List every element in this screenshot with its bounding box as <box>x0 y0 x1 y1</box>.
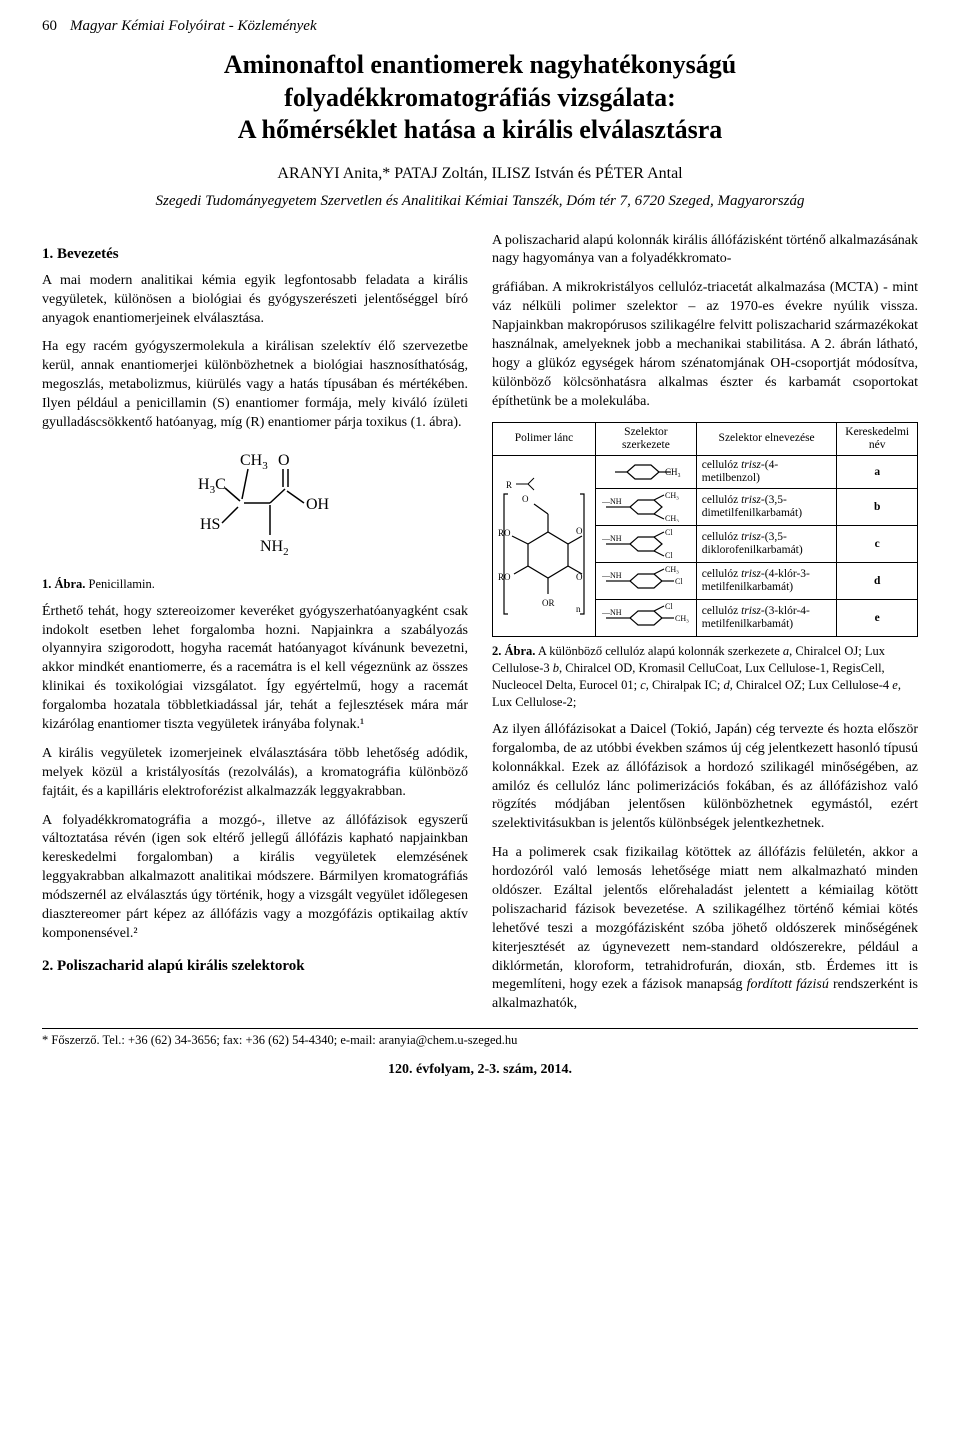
selector-name-a: cellulóz trisz-(4-metilbenzol) <box>696 455 837 488</box>
selector-struct-b: —NH CH₃ CH₃ <box>596 489 697 526</box>
svg-text:O: O <box>576 572 583 582</box>
th-name: Szelektor elnevezése <box>696 422 837 455</box>
selector-label-b: b <box>837 489 918 526</box>
svg-text:CH3: CH3 <box>240 452 268 472</box>
para-intro-1: A mai modern analitikai kémia egyik legf… <box>42 272 468 329</box>
selector-label-a: a <box>837 455 918 488</box>
selector-struct-a: CH₃ <box>596 455 697 488</box>
title-line-2: folyadékkromatográfiás vizsgálata: <box>284 83 676 112</box>
title-line-3: A hőmérséklet hatása a királis elválaszt… <box>238 115 723 144</box>
table-row: O RO O RO O OR n <box>493 455 918 488</box>
svg-text:—NH: —NH <box>602 571 622 580</box>
selector-struct-d: —NH CH₃ Cl <box>596 563 697 600</box>
svg-text:OH: OH <box>306 496 330 513</box>
selector-name-e: cellulóz trisz-(3-klór-4-metilfenilkarba… <box>696 600 837 637</box>
para-intro-2: Ha egy racém gyógyszermolekula a királis… <box>42 338 468 432</box>
figure-2-caption: 2. Ábra. A különböző cellulóz alapú kolo… <box>492 643 918 711</box>
figure-1-caption: 1. Ábra. Penicillamin. <box>42 576 468 593</box>
footnote: * Főszerző. Tel.: +36 (62) 34-3656; fax:… <box>42 1028 918 1048</box>
figure-1-structure: H3C CH3 HS O OH <box>42 443 468 570</box>
para-right-2: Az ilyen állófázisokat a Daicel (Tokió, … <box>492 721 918 834</box>
issue-line: 120. évfolyam, 2-3. szám, 2014. <box>42 1062 918 1078</box>
figure-2-label: 2. Ábra. <box>492 644 535 658</box>
selector-table: Polimer lánc Szelektor szerkezete Szelek… <box>492 422 918 638</box>
svg-text:—NH: —NH <box>602 534 622 543</box>
svg-text:Cl: Cl <box>665 529 673 537</box>
title-line-1: Aminonaftol enantiomerek nagyhatékonyság… <box>224 50 736 79</box>
para-after-fig1-3: A folyadékkromatográfia a mozgó-, illetv… <box>42 812 468 944</box>
svg-text:Cl: Cl <box>675 577 683 586</box>
authors: ARANYI Anita,* PATAJ Zoltán, ILISZ Istvá… <box>42 165 918 183</box>
svg-text:Cl: Cl <box>665 551 673 559</box>
th-struct: Szelektor szerkezete <box>596 422 697 455</box>
svg-text:n: n <box>576 604 581 614</box>
affiliation: Szegedi Tudományegyetem Szervetlen és An… <box>42 193 918 210</box>
article-title: Aminonaftol enantiomerek nagyhatékonyság… <box>112 49 848 147</box>
svg-text:—NH: —NH <box>602 497 622 506</box>
para-after-fig1-2: A királis vegyületek izomerjeinek elvála… <box>42 745 468 802</box>
svg-text:OR: OR <box>542 598 555 608</box>
th-polymer: Polimer lánc <box>493 422 596 455</box>
svg-text:CH₃: CH₃ <box>665 467 681 477</box>
svg-text:O: O <box>576 526 583 536</box>
page: 60 Magyar Kémiai Folyóirat - Közlemények… <box>0 0 960 1102</box>
selector-struct-e: —NH Cl CH₃ <box>596 600 697 637</box>
para-after-fig1-1: Érthető tehát, hogy sztereoizomer keveré… <box>42 603 468 735</box>
svg-text:H3C: H3C <box>198 476 226 496</box>
th-comm: Kereskedelmi név <box>837 422 918 455</box>
selector-name-b: cellulóz trisz-(3,5-dimetilfenilkarbamát… <box>696 489 837 526</box>
svg-text:O: O <box>278 452 290 469</box>
svg-text:CH₃: CH₃ <box>675 614 689 623</box>
svg-text:O: O <box>522 494 529 504</box>
figure-1-label: 1. Ábra. <box>42 577 85 591</box>
svg-text:CH₃: CH₃ <box>665 514 679 522</box>
selector-name-d: cellulóz trisz-(4-klór-3-metilfenilkarba… <box>696 563 837 600</box>
para-polys-1: A poliszacharid alapú kolonnák királis á… <box>492 232 918 270</box>
svg-text:R: R <box>506 480 512 490</box>
body-columns: 1. Bevezetés A mai modern analitikai kém… <box>42 232 918 1015</box>
selector-struct-c: —NH Cl Cl <box>596 526 697 563</box>
selector-label-c: c <box>837 526 918 563</box>
heading-polysaccharide: 2. Poliszacharid alapú királis szelektor… <box>42 956 468 976</box>
svg-text:—NH: —NH <box>602 608 622 617</box>
page-number: 60 <box>42 18 70 35</box>
running-head: 60 Magyar Kémiai Folyóirat - Közlemények <box>42 18 918 35</box>
selector-label-e: e <box>837 600 918 637</box>
para-right-1: gráfiában. A mikrokristályos cellulóz-tr… <box>492 279 918 411</box>
svg-text:HS: HS <box>200 516 220 533</box>
journal-name: Magyar Kémiai Folyóirat - Közlemények <box>70 18 918 35</box>
selector-label-d: d <box>837 563 918 600</box>
svg-text:CH₃: CH₃ <box>665 566 679 574</box>
polymer-backbone-cell: O RO O RO O OR n <box>493 455 596 636</box>
svg-text:CH₃: CH₃ <box>665 492 679 500</box>
figure-2-text: A különböző cellulóz alapú kolonnák szer… <box>492 644 901 709</box>
svg-text:NH2: NH2 <box>260 538 289 558</box>
selector-name-c: cellulóz trisz-(3,5-diklorofenilkarbamát… <box>696 526 837 563</box>
figure-1-text: Penicillamin. <box>85 577 154 591</box>
svg-text:Cl: Cl <box>665 603 673 611</box>
heading-intro: 1. Bevezetés <box>42 244 468 264</box>
para-right-3: Ha a polimerek csak fizikailag kötöttek … <box>492 844 918 1014</box>
